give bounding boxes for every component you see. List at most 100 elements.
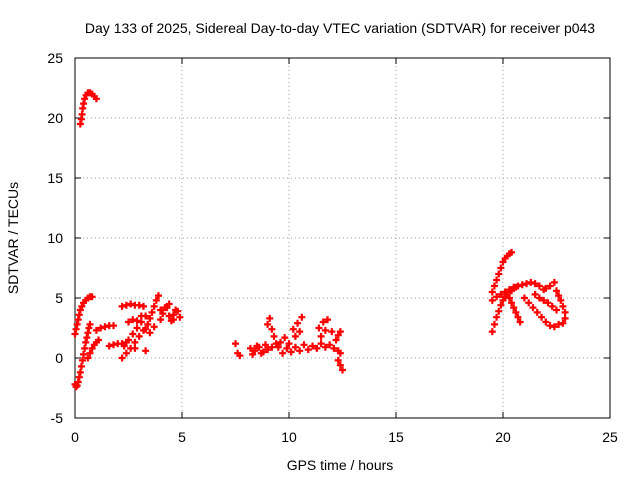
data-point bbox=[133, 317, 141, 325]
data-point bbox=[550, 323, 558, 331]
data-point bbox=[553, 287, 560, 295]
data-point bbox=[154, 292, 162, 300]
data-point bbox=[317, 340, 325, 348]
data-point bbox=[122, 301, 130, 309]
data-point bbox=[336, 349, 344, 357]
data-point bbox=[546, 282, 554, 290]
data-point bbox=[326, 341, 334, 349]
data-point bbox=[330, 344, 338, 352]
data-point bbox=[146, 314, 154, 322]
data-point bbox=[165, 312, 173, 320]
data-point bbox=[150, 302, 158, 310]
data-point bbox=[157, 316, 165, 324]
y-tick-label: 25 bbox=[47, 50, 63, 66]
data-point bbox=[152, 296, 160, 304]
data-point bbox=[336, 361, 344, 369]
data-point bbox=[176, 313, 184, 321]
data-point bbox=[142, 347, 150, 355]
data-point bbox=[125, 336, 132, 344]
data-point bbox=[332, 336, 340, 344]
data-point bbox=[328, 328, 336, 336]
data-point bbox=[499, 258, 507, 266]
data-point bbox=[266, 314, 274, 322]
data-point bbox=[557, 296, 565, 304]
y-tick-label: 20 bbox=[47, 110, 63, 126]
data-point bbox=[336, 328, 344, 336]
data-point bbox=[488, 288, 496, 296]
data-point bbox=[137, 318, 145, 326]
data-point bbox=[76, 306, 84, 314]
data-point bbox=[268, 343, 276, 351]
data-point bbox=[86, 320, 94, 328]
data-point bbox=[510, 283, 518, 291]
data-point bbox=[499, 296, 507, 304]
data-point bbox=[313, 344, 321, 352]
data-points bbox=[71, 89, 569, 391]
y-tick-label: 5 bbox=[55, 290, 63, 306]
data-point bbox=[92, 326, 100, 334]
data-point bbox=[257, 349, 265, 357]
data-point bbox=[516, 318, 524, 326]
data-point bbox=[291, 343, 299, 351]
data-point bbox=[520, 294, 528, 302]
data-point bbox=[120, 342, 128, 350]
data-point bbox=[294, 319, 302, 327]
data-point bbox=[559, 302, 567, 310]
data-point bbox=[531, 290, 539, 298]
x-tick-label: 0 bbox=[71, 429, 79, 445]
data-point bbox=[78, 356, 86, 364]
data-point bbox=[559, 319, 567, 327]
data-point bbox=[555, 292, 563, 300]
data-point bbox=[261, 341, 269, 349]
data-point bbox=[334, 331, 342, 339]
data-point bbox=[174, 307, 182, 315]
data-point bbox=[81, 95, 89, 103]
y-axis-ticks: -5 0 5 10 15 20 25 bbox=[47, 50, 610, 426]
data-point bbox=[538, 313, 546, 321]
data-point bbox=[144, 320, 152, 328]
data-point bbox=[296, 328, 304, 336]
x-axis-ticks: 0 5 10 15 20 25 bbox=[71, 58, 618, 445]
data-point bbox=[88, 344, 96, 352]
data-point bbox=[150, 323, 158, 331]
data-point bbox=[512, 308, 520, 316]
data-point bbox=[493, 293, 501, 301]
data-point bbox=[78, 302, 86, 310]
data-point bbox=[276, 338, 284, 346]
data-point bbox=[131, 344, 139, 352]
x-tick-label: 5 bbox=[178, 429, 186, 445]
data-point bbox=[542, 284, 550, 292]
data-point bbox=[550, 278, 558, 286]
data-point bbox=[165, 300, 173, 308]
data-point bbox=[163, 304, 171, 312]
data-point bbox=[527, 278, 535, 286]
data-point bbox=[315, 324, 323, 332]
y-tick-label: 10 bbox=[47, 230, 63, 246]
data-point bbox=[142, 325, 150, 333]
data-point bbox=[493, 276, 501, 284]
grid-lines bbox=[75, 58, 610, 418]
data-point bbox=[298, 313, 306, 321]
data-point bbox=[542, 318, 550, 326]
data-point bbox=[264, 346, 272, 354]
data-point bbox=[137, 312, 145, 320]
data-point bbox=[253, 342, 261, 350]
data-point bbox=[523, 280, 531, 288]
data-point bbox=[97, 324, 105, 332]
data-point bbox=[125, 318, 132, 326]
data-point bbox=[118, 302, 126, 310]
data-point bbox=[321, 326, 329, 334]
x-axis-label: GPS time / hours bbox=[287, 457, 394, 473]
data-point bbox=[232, 340, 239, 348]
data-point bbox=[122, 349, 130, 357]
data-point bbox=[304, 346, 312, 354]
data-point bbox=[249, 350, 257, 358]
data-point bbox=[159, 310, 167, 318]
data-point bbox=[146, 329, 154, 337]
data-point bbox=[531, 280, 539, 288]
data-point bbox=[334, 356, 342, 364]
data-point bbox=[148, 308, 156, 316]
data-point bbox=[505, 294, 513, 302]
data-point bbox=[279, 349, 287, 357]
